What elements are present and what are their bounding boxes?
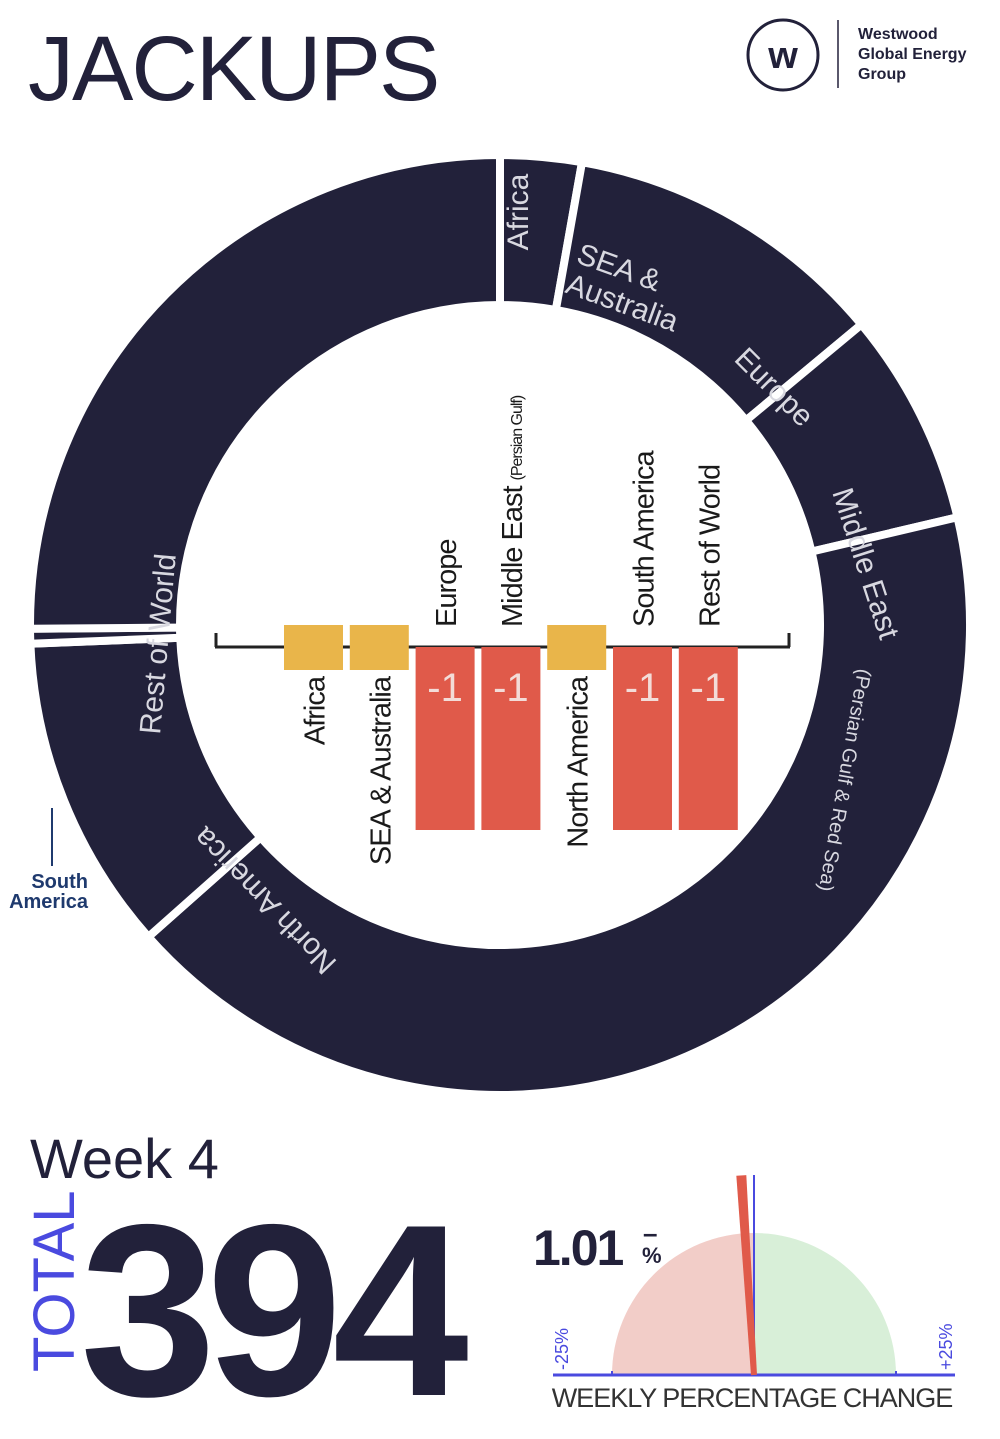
category-name: North America (563, 675, 595, 848)
logo-text: Group (858, 66, 906, 83)
category-name: Africa (300, 675, 332, 745)
category-label: Africa (300, 675, 332, 745)
category-label: Europe (431, 539, 463, 627)
gauge-needle (736, 1175, 757, 1376)
logo-text: Westwood (858, 26, 938, 43)
donut-label-line: America (9, 891, 89, 913)
page-title: JACKUPS (28, 18, 438, 120)
logo-text: Global Energy (858, 46, 967, 63)
week-label: Week 4 (30, 1127, 219, 1190)
logo-mark: w (767, 35, 798, 77)
bar (481, 647, 541, 830)
category-name: Europe (431, 539, 463, 627)
donut-label: Africa (502, 173, 535, 250)
category-note: (Persian Gulf) (509, 395, 526, 480)
value-label: -1 (625, 666, 661, 710)
category-name: South America (629, 450, 661, 627)
category-label: South America (629, 450, 661, 627)
category-name: Middle East (497, 486, 529, 627)
change-unit: % (642, 1243, 662, 1268)
donut-label-line: South (31, 871, 88, 893)
gauge-tick-label: -25% (552, 1328, 572, 1370)
gauge-tick-label: +25% (936, 1323, 956, 1370)
zero-marker (547, 625, 607, 670)
value-label: -1 (493, 666, 529, 710)
category-label: Rest of World (694, 465, 726, 627)
category-label: Middle East (Persian Gulf) (497, 395, 529, 627)
zero-marker (284, 625, 343, 670)
zero-marker (349, 625, 409, 670)
total-value: 394 (80, 1173, 468, 1439)
value-label: -1 (427, 666, 463, 710)
logo-circle (746, 18, 820, 92)
gauge-positive (754, 1233, 896, 1375)
donut-segment (142, 512, 974, 1099)
category-name: SEA & Australia (365, 675, 397, 865)
donut-segment (26, 150, 504, 633)
category-label: North America (563, 675, 595, 848)
change-sign: – (643, 1218, 657, 1248)
category-name: Rest of World (694, 465, 726, 627)
bar (415, 647, 475, 830)
change-value: 1.01 (533, 1220, 624, 1276)
total-label: TOTAL (22, 1190, 87, 1372)
logo: w Westwood Global Energy Group (746, 18, 967, 92)
bar (613, 647, 672, 830)
gauge-axis-title: WEEKLY PERCENTAGE CHANGE (552, 1383, 953, 1413)
value-label: -1 (691, 666, 727, 710)
category-label: SEA & Australia (365, 675, 397, 865)
gauge-negative (612, 1233, 754, 1375)
donut-label: South America (9, 871, 89, 913)
bar (678, 647, 738, 830)
